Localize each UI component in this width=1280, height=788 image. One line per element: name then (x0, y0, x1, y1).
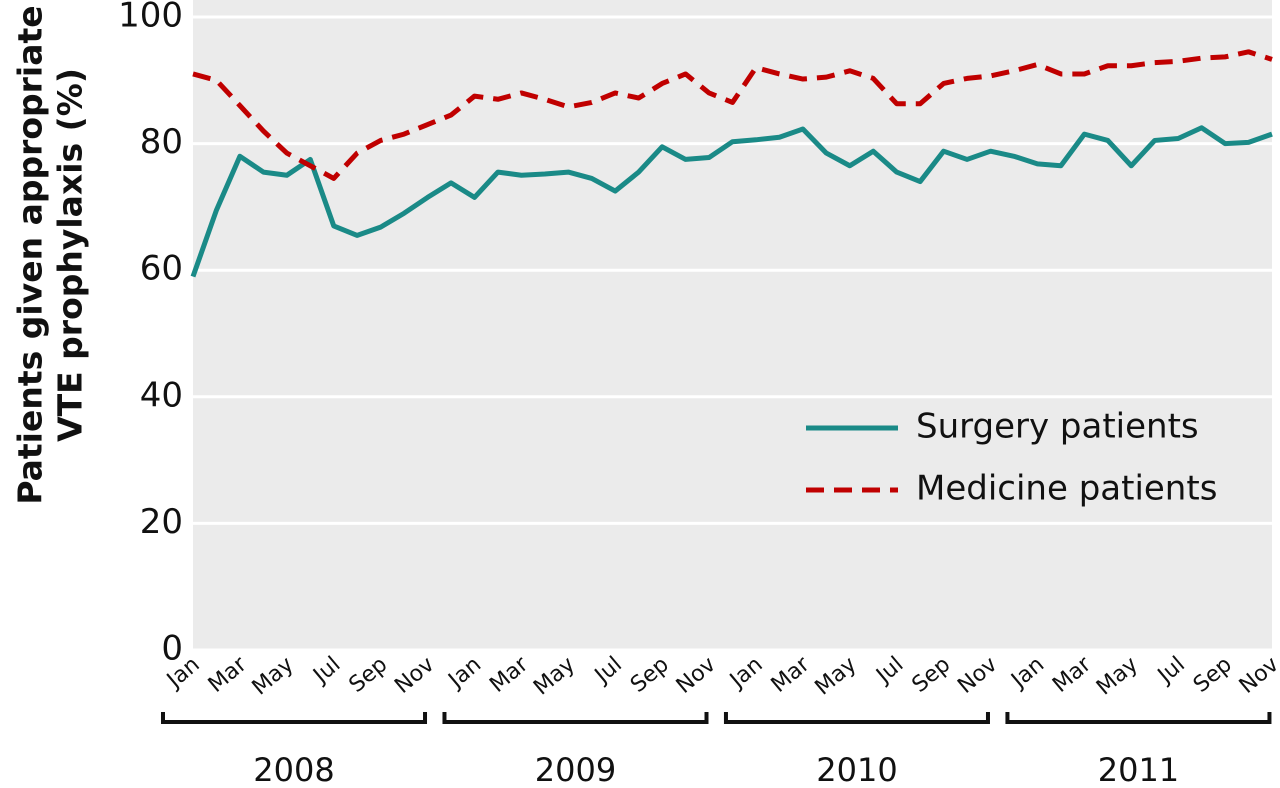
y-tick-label: 60 (140, 249, 183, 289)
x-tick-label: Nov (672, 652, 721, 699)
x-tick-label: Jul (1152, 652, 1190, 690)
y-axis-label: Patients given appropriate (11, 5, 50, 504)
y-axis-label: VTE prophylaxis (%) (51, 68, 90, 442)
year-label: 2011 (1098, 751, 1179, 788)
year-bracket (161, 712, 428, 724)
y-tick-label: 40 (140, 375, 183, 415)
x-tick-label: May (1092, 652, 1143, 700)
plot-background (193, 0, 1272, 650)
legend-label: Medicine patients (916, 469, 1217, 509)
x-tick-label: Sep (626, 652, 674, 698)
year-bracket (723, 712, 990, 724)
x-tick-label: Mar (1048, 651, 1097, 697)
x-tick-label: May (811, 652, 862, 700)
x-tick-label: Nov (390, 652, 439, 699)
x-tick-label: Nov (953, 652, 1002, 699)
x-tick-label: Jul (589, 652, 627, 690)
legend-label: Surgery patients (916, 407, 1199, 447)
x-tick-label: Sep (1189, 652, 1237, 698)
x-tick-label: Jan (1006, 652, 1050, 694)
x-tick-label: Jul (870, 652, 908, 690)
year-bracket (442, 712, 709, 724)
year-bracket (1005, 712, 1272, 724)
series-line (190, 125, 1273, 278)
x-tick-label: Nov (1235, 652, 1280, 699)
year-label: 2008 (253, 751, 334, 788)
x-tick-label: Sep (345, 652, 393, 698)
y-tick-label: 100 (118, 0, 183, 36)
x-tick-label: Jan (724, 652, 768, 694)
y-tick-label: 80 (140, 122, 183, 162)
year-label: 2010 (816, 751, 897, 788)
x-tick-label: Mar (767, 651, 816, 697)
x-tick-label: Mar (485, 651, 534, 697)
x-tick-label: Sep (907, 652, 955, 698)
series-line (192, 49, 1273, 181)
y-tick-label: 20 (140, 502, 183, 542)
x-tick-label: May (529, 652, 580, 700)
y-tick-label: 0 (161, 629, 183, 669)
year-label: 2009 (535, 751, 616, 788)
x-tick-label: Jan (443, 652, 487, 694)
x-tick-label: May (248, 652, 299, 700)
x-tick-label: Mar (204, 651, 253, 697)
x-tick-label: Jul (308, 652, 346, 690)
